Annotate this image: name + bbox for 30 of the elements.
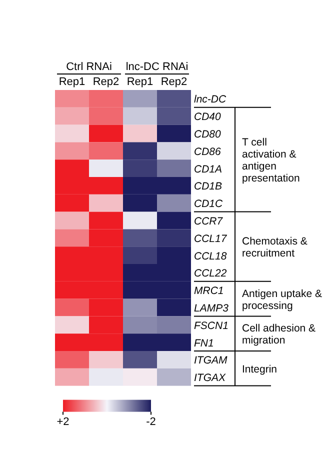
y-tick-label: CD1B — [194, 180, 222, 193]
y-tick-label: CD1C — [194, 198, 224, 210]
x-tick-label: Rep2 — [160, 76, 188, 88]
color-bar-label: -2 — [146, 416, 156, 428]
y-tick-label: FSCN1 — [194, 320, 228, 332]
text: Chemotaxis & recruitment — [242, 236, 308, 260]
text: T cell activation & antigen presentation — [242, 136, 300, 185]
y-tick-label: CD40 — [194, 111, 222, 124]
x-tick-label: Rep1 — [126, 76, 154, 88]
y-tick-label: CCL18 — [194, 250, 227, 262]
y-tick-label: LAMP3 — [194, 302, 229, 314]
x-tick-label: Rep1 — [58, 76, 86, 88]
y-tick-label: ITGAX — [194, 372, 226, 384]
text: Antigen uptake & processing — [242, 288, 322, 312]
y-tick-label: ITGAM — [194, 354, 228, 367]
text: Ctrl RNAi — [66, 61, 112, 73]
x-tick-label: Rep2 — [92, 76, 120, 88]
text: Cell adhesion & migration — [242, 322, 316, 347]
y-tick-label: CD1A — [194, 163, 222, 176]
y-tick-label: FN1 — [194, 337, 214, 350]
text: Integrin — [242, 363, 278, 376]
y-tick-label: CD80 — [194, 128, 222, 140]
y-tick-label: MRC1 — [194, 285, 224, 298]
y-tick-label: lnc-DC — [194, 94, 226, 106]
text: lnc-DC RNAi — [126, 61, 188, 73]
y-tick-label: CCL22 — [194, 268, 227, 280]
y-tick-label: CD86 — [194, 146, 222, 158]
y-tick-label: CCL17 — [194, 232, 228, 245]
color-bar-label: +2 — [56, 416, 70, 428]
y-tick-label: CCR7 — [194, 216, 224, 228]
